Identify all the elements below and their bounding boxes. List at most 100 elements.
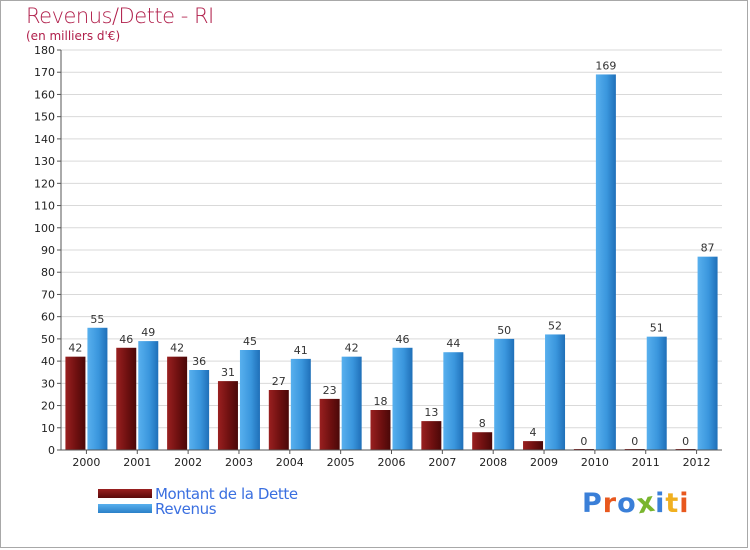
- bar-revenue-2005: [341, 356, 362, 450]
- bar-revenue-2009: [545, 334, 566, 450]
- legend-swatch-revenue: [98, 504, 152, 513]
- label-debt-2003: 31: [221, 366, 235, 379]
- bar-revenue-2010: [595, 74, 616, 450]
- bar-debt-2000: [65, 356, 86, 450]
- bar-revenue-2003: [239, 350, 260, 450]
- label-debt-2004: 27: [272, 375, 286, 388]
- bar-revenue-2011: [646, 336, 667, 450]
- label-debt-2008: 8: [479, 417, 486, 430]
- bar-debt-2003: [217, 381, 238, 450]
- y-tick-label: 10: [41, 422, 55, 435]
- label-debt-2005: 23: [323, 384, 337, 397]
- bar-revenue-2008: [494, 338, 515, 450]
- y-tick-label: 130: [34, 155, 55, 168]
- y-tick-label: 60: [41, 311, 55, 324]
- label-revenue-2004: 41: [294, 344, 308, 357]
- label-debt-2009: 4: [530, 426, 537, 439]
- label-debt-2011: 0: [631, 435, 638, 448]
- logo-letter: r: [602, 488, 618, 519]
- proxiti-logo: Proxiti: [582, 487, 690, 521]
- label-debt-2001: 46: [119, 333, 133, 346]
- x-tick-label: 2007: [428, 456, 456, 469]
- bar-debt-2006: [370, 410, 391, 450]
- y-tick-label: 110: [34, 200, 55, 213]
- y-axis-ticks: 0 10 20 30 40 50 60 70 80 90 100 110 120 130 140 150 160…: [34, 44, 61, 457]
- logo-letter: i: [655, 488, 666, 519]
- x-tick-label: 2006: [378, 456, 406, 469]
- bar-debt-2008: [472, 432, 493, 450]
- bar-revenue-2006: [392, 347, 413, 450]
- bar-debt-2001: [116, 347, 137, 450]
- label-revenue-2010: 169: [595, 59, 616, 72]
- label-revenue-2006: 46: [396, 333, 410, 346]
- y-tick-label: 80: [41, 266, 55, 279]
- bar-revenue-2007: [443, 352, 464, 450]
- label-debt-2007: 13: [424, 406, 438, 419]
- grid-lines: [61, 49, 722, 451]
- x-tick-label: 2011: [632, 456, 660, 469]
- logo-letter: i: [679, 488, 690, 519]
- label-revenue-2001: 49: [141, 326, 155, 339]
- x-tick-label: 2009: [530, 456, 558, 469]
- label-debt-2012: 0: [682, 435, 689, 448]
- y-tick-label: 120: [34, 177, 55, 190]
- bar-debt-2004: [268, 390, 289, 450]
- label-revenue-2003: 45: [243, 335, 257, 348]
- legend-label-revenue: Revenus: [155, 500, 217, 518]
- label-debt-2000: 42: [68, 342, 82, 355]
- y-tick-label: 160: [34, 88, 55, 101]
- data-labels: 42 55 46 49 42 36 31 45 27 41 23 42 18 46 13 44 8 50 4 52 0 1…: [68, 59, 714, 448]
- y-tick-label: 70: [41, 288, 55, 301]
- x-tick-label: 2012: [683, 456, 711, 469]
- bar-revenue-2004: [290, 358, 311, 450]
- label-revenue-2011: 51: [650, 322, 664, 335]
- bar-revenue-2000: [87, 327, 108, 450]
- y-tick-label: 170: [34, 66, 55, 79]
- label-revenue-2007: 44: [446, 337, 460, 350]
- x-axis-ticks: 2000 2001 2002 2003 2004 2005 2006 2007 2008 2009…: [72, 450, 711, 469]
- x-tick-label: 2004: [276, 456, 304, 469]
- label-revenue-2000: 55: [90, 313, 104, 326]
- y-tick-label: 40: [41, 355, 55, 368]
- y-tick-label: 50: [41, 333, 55, 346]
- bar-debt-2005: [319, 398, 340, 450]
- bar-revenue-2001: [138, 341, 159, 450]
- legend-swatch-debt: [98, 489, 152, 498]
- label-revenue-2008: 50: [497, 324, 511, 337]
- label-revenue-2002: 36: [192, 355, 206, 368]
- y-tick-label: 0: [48, 444, 55, 457]
- label-debt-2006: 18: [374, 395, 388, 408]
- bar-debt-2009: [523, 441, 544, 450]
- y-tick-label: 20: [41, 400, 55, 413]
- y-tick-label: 180: [34, 44, 55, 57]
- label-revenue-2012: 87: [701, 242, 715, 255]
- x-tick-label: 2005: [327, 456, 355, 469]
- chart-subtitle: (en milliers d'€): [26, 29, 121, 43]
- bars: [65, 74, 718, 450]
- x-tick-label: 2001: [123, 456, 151, 469]
- logo-letter: t: [665, 488, 680, 519]
- bar-revenue-2002: [189, 370, 210, 450]
- bar-revenue-2012: [697, 256, 718, 450]
- y-tick-label: 150: [34, 111, 55, 124]
- label-revenue-2005: 42: [345, 342, 359, 355]
- x-tick-label: 2010: [581, 456, 609, 469]
- y-tick-label: 30: [41, 377, 55, 390]
- y-tick-label: 100: [34, 222, 55, 235]
- logo-letter: o: [617, 488, 637, 519]
- logo-letter: P: [582, 488, 603, 519]
- label-debt-2010: 0: [580, 435, 587, 448]
- y-tick-label: 140: [34, 133, 55, 146]
- x-tick-label: 2000: [72, 456, 100, 469]
- label-debt-2002: 42: [170, 342, 184, 355]
- x-tick-label: 2008: [479, 456, 507, 469]
- x-tick-label: 2003: [225, 456, 253, 469]
- legend-label-debt: Montant de la Dette: [155, 485, 298, 503]
- bar-debt-2007: [421, 421, 442, 450]
- bar-debt-2002: [167, 356, 188, 450]
- label-revenue-2009: 52: [548, 319, 562, 332]
- x-tick-label: 2002: [174, 456, 202, 469]
- y-tick-label: 90: [41, 244, 55, 257]
